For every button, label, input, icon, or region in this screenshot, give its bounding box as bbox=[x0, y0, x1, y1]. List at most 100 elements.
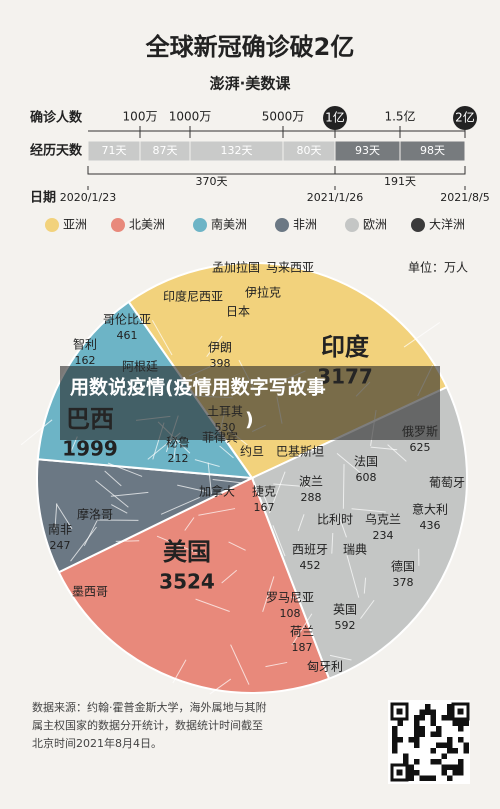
qr-cell bbox=[463, 748, 469, 754]
qr-cell bbox=[447, 748, 453, 754]
country-name: 英国 bbox=[333, 603, 357, 617]
country-name: 马来西亚 bbox=[266, 261, 314, 275]
tick-label: 1000万 bbox=[169, 110, 212, 124]
qr-cell bbox=[419, 731, 425, 737]
qr-cell bbox=[397, 737, 403, 743]
source-note: 数据来源：约翰·霍普金斯大学，海外属地与其附 bbox=[32, 700, 267, 714]
country-value: 212 bbox=[168, 452, 189, 465]
country-value: 108 bbox=[280, 607, 301, 620]
qr-cell bbox=[436, 726, 442, 732]
cell-border bbox=[403, 322, 441, 348]
cell-border bbox=[70, 526, 97, 562]
cell-border bbox=[198, 508, 236, 516]
cell-border bbox=[172, 659, 187, 684]
cell-border bbox=[228, 541, 246, 551]
qr-cell bbox=[452, 748, 458, 754]
qr-cell bbox=[430, 748, 436, 754]
country-value: 3524 bbox=[159, 570, 215, 594]
cell-border bbox=[184, 517, 195, 531]
country-name: 瑞典 bbox=[343, 543, 367, 557]
cell-border bbox=[342, 464, 345, 509]
qr-cell bbox=[419, 726, 425, 732]
date-label: 2021/1/26 bbox=[307, 191, 363, 204]
legend-label: 非洲 bbox=[293, 218, 317, 232]
qr-cell bbox=[447, 715, 453, 721]
qr-cell bbox=[414, 720, 420, 726]
span-bracket bbox=[87, 166, 336, 175]
cell-border bbox=[111, 504, 128, 514]
cell-border bbox=[156, 535, 197, 554]
cell-border bbox=[262, 576, 275, 612]
country-name: 捷克 bbox=[252, 485, 276, 499]
country-name: 智利 bbox=[73, 337, 97, 352]
qr-cell bbox=[436, 742, 442, 748]
legend-swatch bbox=[45, 218, 59, 232]
qr-cell bbox=[447, 704, 453, 710]
qr-cell bbox=[414, 742, 420, 748]
qr-cell bbox=[392, 731, 398, 737]
date-label: 2021/8/5 bbox=[440, 191, 489, 204]
cell-border bbox=[338, 514, 347, 538]
milestone bbox=[453, 106, 477, 130]
qr-cell bbox=[392, 742, 398, 748]
row-label: 日期 bbox=[30, 191, 56, 206]
country-value: 288 bbox=[301, 491, 322, 504]
qr-cell bbox=[441, 715, 447, 721]
qr-cell bbox=[447, 737, 453, 743]
cell-border bbox=[20, 419, 53, 446]
cell-border bbox=[363, 577, 367, 594]
legend-swatch bbox=[111, 218, 125, 232]
brand: 澎湃·美数课 bbox=[210, 75, 292, 93]
qr-cell bbox=[458, 770, 464, 776]
qr-cell bbox=[408, 764, 414, 770]
qr-cell bbox=[441, 770, 447, 776]
cell-border bbox=[329, 654, 352, 661]
legend-label: 南美洲 bbox=[211, 217, 247, 232]
qr-cell bbox=[414, 715, 420, 721]
overlay-text: 用数说疫情(疫情用数字写故事 bbox=[70, 376, 326, 399]
cell-border bbox=[331, 532, 334, 554]
cell-border bbox=[151, 320, 173, 356]
legend-label: 亚洲 bbox=[63, 218, 87, 232]
qr-cell bbox=[392, 737, 398, 743]
tick-label: 100万 bbox=[123, 110, 158, 124]
title: 全球新冠确诊破2亿 bbox=[145, 33, 355, 61]
qr-cell bbox=[430, 709, 436, 715]
qr-cell bbox=[447, 709, 453, 715]
cell-border bbox=[107, 462, 143, 477]
segment-label: 71天 bbox=[102, 144, 127, 157]
qr-cell bbox=[458, 720, 464, 726]
cell-border bbox=[195, 598, 230, 612]
qr-cell bbox=[419, 715, 425, 721]
qr-cell bbox=[458, 726, 464, 732]
legend-swatch bbox=[411, 218, 425, 232]
segment-label: 80天 bbox=[297, 144, 322, 157]
qr-cell bbox=[452, 764, 458, 770]
country-value: 608 bbox=[356, 471, 377, 484]
country-name: 孟加拉国 bbox=[212, 260, 260, 275]
cell-border bbox=[263, 495, 271, 511]
country-name: 匈牙利 bbox=[307, 660, 343, 674]
country-name: 荷兰 bbox=[290, 625, 314, 639]
qr-finder-core bbox=[457, 708, 464, 715]
cell-border bbox=[54, 503, 58, 531]
qr-cell bbox=[397, 720, 403, 726]
row-label: 确诊人数 bbox=[30, 110, 83, 126]
qr-cell bbox=[414, 731, 420, 737]
legend-label: 大洋洲 bbox=[429, 217, 465, 232]
qr-cell bbox=[419, 775, 425, 781]
cell-border bbox=[115, 540, 140, 542]
country-value: 592 bbox=[335, 619, 356, 632]
qr-cell bbox=[408, 770, 414, 776]
country-name: 哥伦比亚 bbox=[103, 312, 151, 327]
day-segment bbox=[399, 140, 466, 162]
qr-cell bbox=[414, 759, 420, 765]
country-name: 德国 bbox=[391, 559, 415, 574]
legend-swatch bbox=[193, 218, 207, 232]
cell-border bbox=[290, 596, 306, 602]
qr-cell bbox=[392, 748, 398, 754]
cell-border bbox=[207, 462, 212, 495]
qr-cell bbox=[414, 726, 420, 732]
cell-border bbox=[219, 445, 234, 459]
qr-cell bbox=[452, 770, 458, 776]
